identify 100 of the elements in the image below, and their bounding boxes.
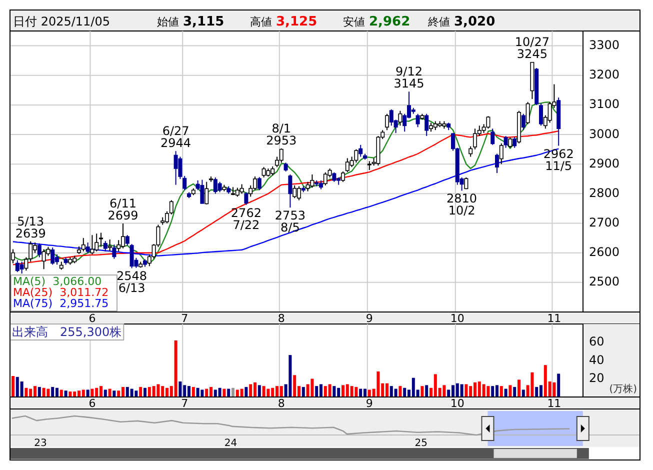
candlestick	[240, 184, 244, 194]
text: 終値	[427, 16, 450, 28]
bar	[315, 386, 318, 397]
candlestick	[521, 113, 526, 131]
candlestick	[103, 240, 108, 252]
bar	[200, 390, 204, 397]
bar	[262, 386, 266, 397]
bar	[425, 385, 428, 397]
candlestick	[288, 174, 292, 208]
bar	[442, 385, 446, 397]
candlestick	[116, 240, 121, 252]
bar	[134, 390, 138, 397]
candlestick	[416, 113, 420, 128]
y-tick-label: 60	[589, 334, 604, 349]
x-tick-label: 11	[547, 312, 562, 325]
bar	[535, 386, 538, 397]
y-tick-label: 40	[589, 352, 604, 367]
series-label: MA(5) 3,066.00	[13, 275, 102, 288]
bar	[288, 355, 292, 397]
y-tick-label: 20	[589, 371, 604, 386]
candlestick	[504, 136, 508, 148]
bar	[108, 388, 112, 397]
candlestick	[257, 176, 262, 191]
bar	[460, 384, 464, 397]
x-tick-label: 8	[278, 312, 285, 325]
x-tick-label: 7	[181, 397, 188, 410]
bar	[112, 390, 116, 397]
text: 日付 2025/11/05	[13, 14, 110, 28]
candlestick	[130, 243, 134, 269]
bar	[90, 388, 94, 397]
text: MA(75) 2,951.75	[13, 297, 109, 310]
candlestick	[332, 172, 336, 182]
candlestick	[499, 142, 504, 165]
y-tick-label: 2800	[589, 186, 620, 200]
bar	[328, 384, 332, 397]
bar	[68, 392, 72, 397]
annotation: 10/27 3245	[514, 35, 550, 62]
candlestick	[539, 102, 543, 126]
candlestick	[20, 261, 24, 274]
bar	[359, 388, 362, 397]
x-tick-label: 25	[414, 438, 428, 449]
bar	[218, 388, 222, 397]
bar	[178, 381, 182, 397]
candlestick	[50, 247, 55, 266]
bar	[464, 384, 468, 397]
bar	[42, 388, 46, 397]
annotation: 5/13 2639	[15, 214, 46, 240]
text: 3,115	[183, 14, 224, 30]
candlestick	[424, 113, 429, 137]
x-tick-label: 23	[34, 438, 47, 449]
annotation: 8/1 2953	[266, 121, 297, 148]
candlestick	[262, 166, 266, 178]
bar	[156, 384, 160, 397]
x-tick-label: 9	[366, 312, 373, 325]
candlestick	[125, 234, 130, 246]
y-tick-label: 3200	[589, 68, 620, 82]
candlestick	[486, 116, 490, 130]
candlestick	[512, 136, 517, 148]
candlestick	[279, 148, 284, 164]
bar	[139, 386, 142, 397]
bar	[530, 372, 534, 397]
candlestick	[200, 179, 204, 204]
x-tick-label: 6	[88, 312, 96, 325]
bar	[20, 381, 24, 397]
bar	[500, 386, 503, 397]
bar	[117, 390, 120, 397]
y-tick-label: 2700	[589, 216, 620, 230]
bar	[24, 388, 28, 397]
bar	[227, 388, 230, 397]
candlestick	[244, 192, 248, 206]
annotation: 6/11 2699	[108, 196, 138, 223]
y-tick-label: 3000	[589, 126, 620, 141]
bar	[513, 386, 516, 397]
candlestick	[112, 244, 116, 260]
series-label: MA(25) 3,011.72	[13, 286, 109, 299]
bar	[60, 390, 63, 397]
x-tick-label: 10	[450, 312, 464, 325]
bar	[557, 374, 560, 397]
annotation: 2548 6/13	[116, 269, 148, 296]
bar	[174, 340, 178, 397]
annotation: 2962 11/5	[543, 146, 574, 173]
candlestick	[24, 256, 28, 272]
y-axis-title: (万株)	[609, 383, 638, 395]
bar	[394, 388, 398, 397]
candlestick	[28, 240, 33, 262]
x-tick-label: 9	[366, 397, 373, 410]
candlestick	[108, 239, 112, 252]
bar	[51, 386, 54, 397]
candlestick	[37, 242, 42, 258]
candlestick	[398, 110, 402, 126]
text: 始値	[157, 16, 179, 28]
chart-title: 出来高 255,300株	[12, 325, 122, 339]
annotation: 2762 7/22	[230, 206, 262, 232]
text: 2,962	[369, 14, 410, 30]
candlestick	[526, 101, 530, 125]
bar	[38, 386, 41, 397]
text: 安値	[343, 16, 365, 28]
candlestick	[341, 171, 345, 182]
y-tick-label: 2500	[589, 274, 620, 289]
bar	[205, 388, 208, 397]
